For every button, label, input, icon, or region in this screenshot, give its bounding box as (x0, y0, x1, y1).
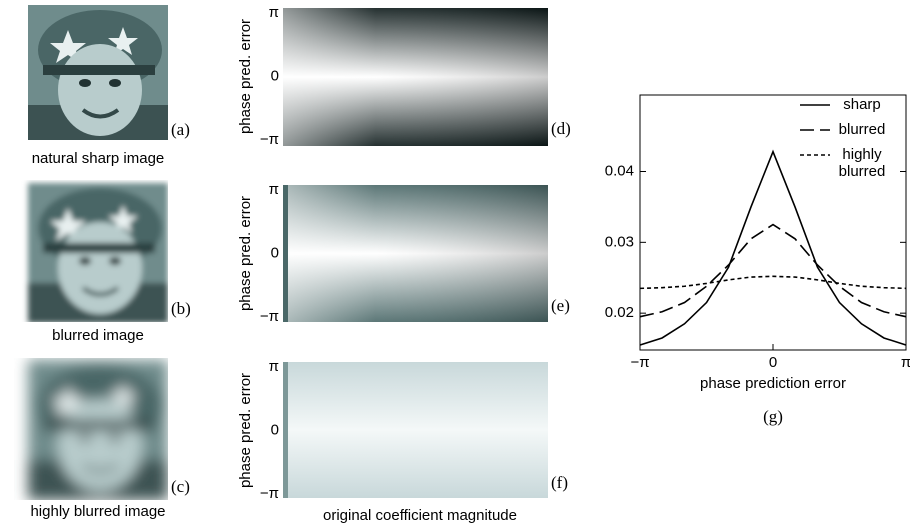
y-tick-label: 0 (271, 421, 279, 438)
image-sharp (26, 3, 170, 147)
caption: natural sharp image (32, 150, 165, 167)
panel-label: (c) (171, 477, 190, 496)
panel-label: (d) (551, 119, 571, 138)
y-tick-label: −π (260, 485, 279, 502)
panel-label: (g) (763, 407, 783, 426)
y-tick-label: −π (260, 131, 279, 148)
y-tick-label: π (269, 4, 279, 21)
x-axis-label: phase prediction error (700, 375, 846, 392)
legend-label: blurred (838, 121, 886, 138)
x-tick-label: −π (630, 354, 649, 371)
y-tick-label: π (269, 358, 279, 375)
y-axis-label: phase pred. error (237, 373, 254, 488)
y-axis-label: phase pred. error (237, 19, 254, 134)
image-blurred (26, 181, 170, 325)
x-axis-label: original coefficient magnitude (323, 507, 517, 524)
line-series (640, 275, 906, 290)
panel-label: (e) (551, 296, 570, 315)
legend-label: sharp (843, 96, 881, 113)
panel-label: (f) (551, 473, 568, 492)
x-tick-label: π (901, 354, 910, 371)
y-tick-label: 0.03 (605, 233, 634, 250)
y-tick-label: 0 (271, 244, 279, 261)
heatmap-e (283, 185, 548, 322)
y-tick-label: 0.04 (605, 162, 634, 179)
caption: highly blurred image (30, 503, 165, 520)
line-series (639, 223, 907, 318)
caption: blurred image (52, 327, 144, 344)
panel-label: (a) (171, 120, 190, 139)
y-tick-label: 0 (271, 67, 279, 84)
heatmap-d (283, 8, 548, 146)
image-highly-blurred (26, 358, 170, 502)
heatmap-f (283, 362, 548, 498)
panel-label: (b) (171, 299, 191, 318)
y-axis-label: phase pred. error (237, 196, 254, 311)
line-series (639, 149, 907, 346)
legend-label: highly blurred (838, 146, 886, 180)
x-tick-label: 0 (769, 354, 777, 371)
y-tick-label: π (269, 181, 279, 198)
y-tick-label: −π (260, 308, 279, 325)
y-tick-label: 0.02 (605, 304, 634, 321)
